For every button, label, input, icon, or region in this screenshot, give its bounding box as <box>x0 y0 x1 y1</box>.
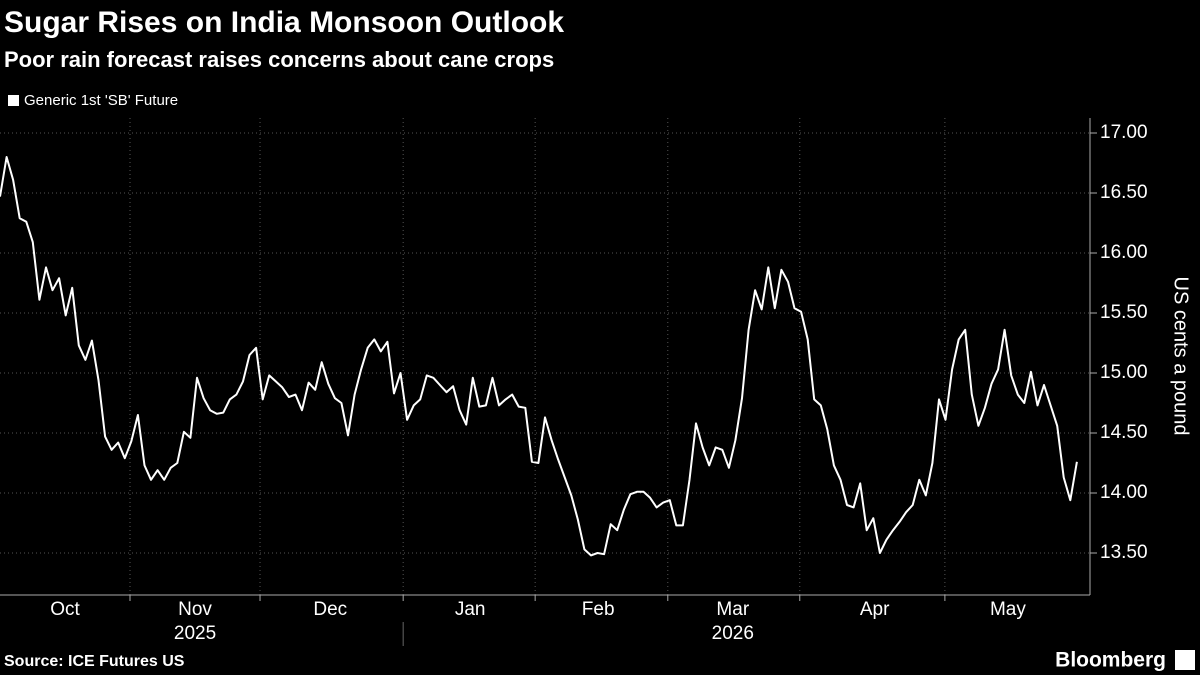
y-tick-label: 14.00 <box>1100 482 1148 503</box>
source: Source: ICE Futures US <box>4 653 185 670</box>
logo: Bloomberg <box>1055 649 1166 672</box>
x-tick-label: Jan <box>455 599 486 620</box>
legend-label: Generic 1st 'SB' Future <box>24 92 178 109</box>
legend-swatch <box>8 95 19 106</box>
y-tick-label: 16.50 <box>1100 182 1148 203</box>
chart-title: Sugar Rises on India Monsoon Outlook <box>4 6 564 39</box>
y-tick-label: 17.00 <box>1100 122 1148 143</box>
y-tick-label: 15.00 <box>1100 362 1148 383</box>
logo-icon <box>1175 650 1195 670</box>
x-tick-label: Apr <box>860 599 890 620</box>
x-tick-label: Oct <box>50 599 80 620</box>
chart-subtitle: Poor rain forecast raises concerns about… <box>4 47 554 72</box>
x-tick-label: Dec <box>313 599 347 620</box>
line-series <box>0 156 1078 557</box>
y-axis-label: US cents a pound <box>1170 277 1192 436</box>
x-tick-label: Mar <box>716 599 749 620</box>
year-label: 2025 <box>174 623 216 644</box>
y-tick-label: 16.00 <box>1100 242 1148 263</box>
x-tick-label: Feb <box>582 599 615 620</box>
x-tick-label: May <box>990 599 1026 620</box>
x-tick-label: Nov <box>178 599 212 620</box>
y-tick-label: 14.50 <box>1100 422 1148 443</box>
y-tick-label: 13.50 <box>1100 542 1148 563</box>
y-tick-label: 15.50 <box>1100 302 1148 323</box>
year-label: 2026 <box>712 623 754 644</box>
